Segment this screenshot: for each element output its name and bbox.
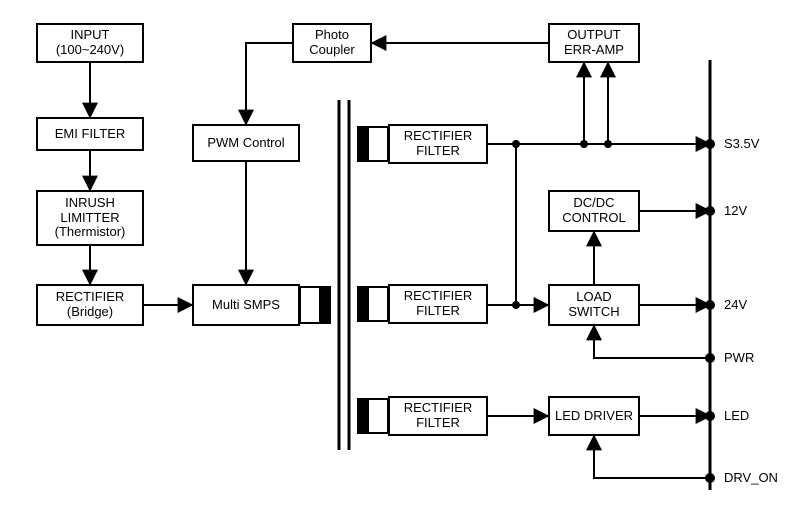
- block-emi: EMI FILTER: [36, 117, 144, 151]
- block-photo: PhotoCoupler: [292, 23, 372, 63]
- block-rectBridge: RECTIFIER(Bridge): [36, 284, 144, 326]
- block-multiSmps: Multi SMPS: [192, 284, 300, 326]
- output-label-pwr: PWR: [724, 350, 754, 365]
- output-label-v24: 24V: [724, 297, 747, 312]
- output-label-drvon: DRV_ON: [724, 470, 778, 485]
- output-label-led: LED: [724, 408, 749, 423]
- block-inrush: INRUSHLIMITTER(Thermistor): [36, 190, 144, 246]
- block-ledDriver: LED DRIVER: [548, 396, 640, 436]
- block-input: INPUT(100~240V): [36, 23, 144, 63]
- block-rect2: RECTIFIERFILTER: [388, 284, 488, 324]
- diagram-canvas: [0, 0, 800, 529]
- block-errAmp: OUTPUTERR-AMP: [548, 23, 640, 63]
- block-loadSwitch: LOADSWITCH: [548, 284, 640, 326]
- block-rect3: RECTIFIERFILTER: [388, 396, 488, 436]
- block-pwm: PWM Control: [192, 124, 300, 162]
- block-rect1: RECTIFIERFILTER: [388, 124, 488, 164]
- output-label-s35v: S3.5V: [724, 136, 759, 151]
- output-label-v12: 12V: [724, 203, 747, 218]
- block-dcdc: DC/DCCONTROL: [548, 190, 640, 232]
